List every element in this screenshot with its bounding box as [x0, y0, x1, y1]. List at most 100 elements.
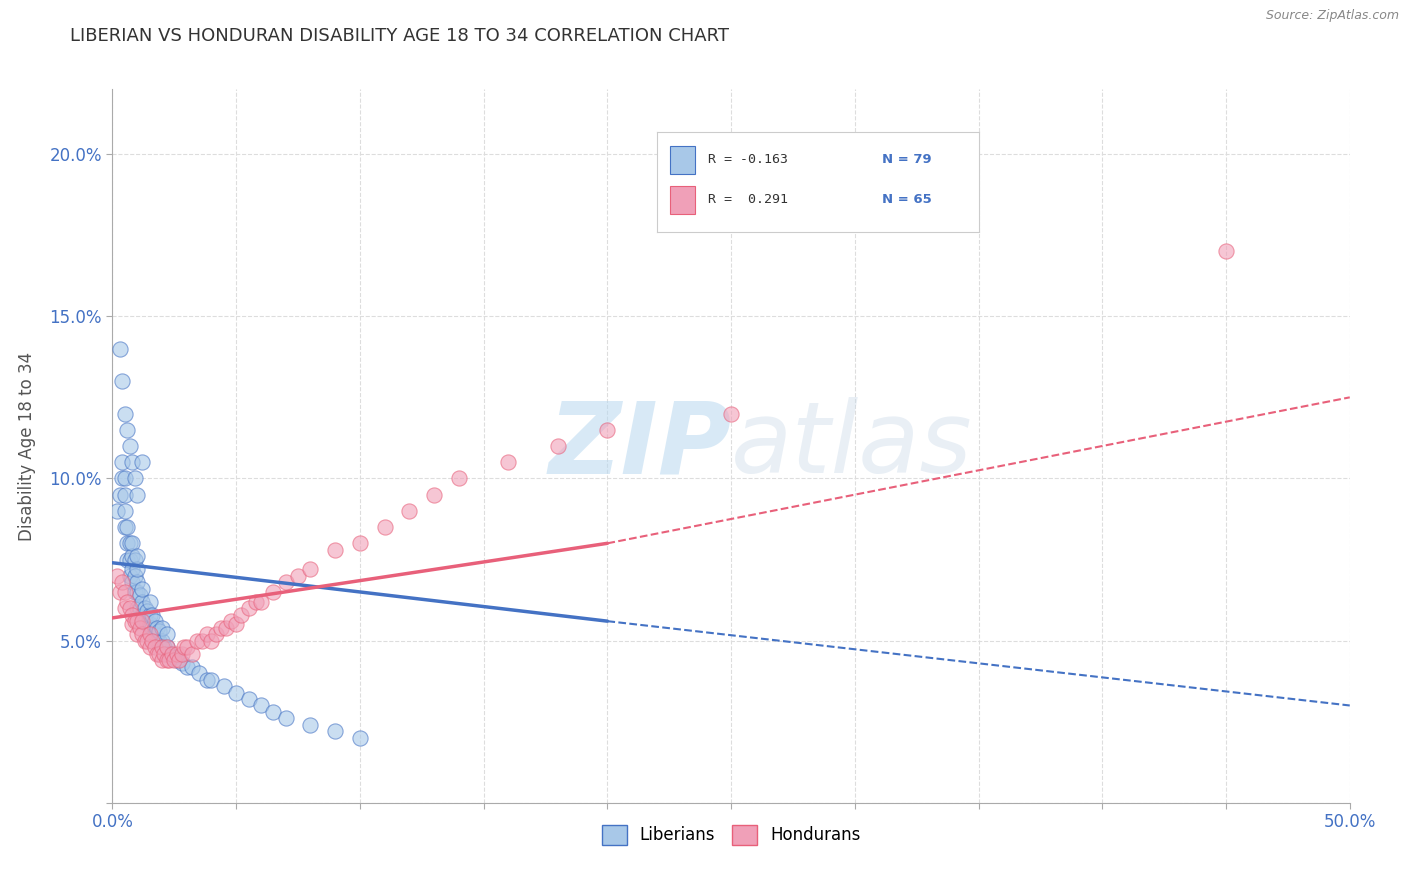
- Point: [131, 627, 153, 641]
- Point: [163, 649, 186, 664]
- Point: [148, 624, 170, 638]
- Point: [127, 488, 149, 502]
- Point: [127, 601, 149, 615]
- Point: [274, 575, 297, 590]
- Point: [209, 621, 232, 635]
- Point: [274, 711, 297, 725]
- Point: [124, 614, 146, 628]
- Point: [188, 666, 211, 681]
- Point: [118, 536, 141, 550]
- Point: [138, 627, 160, 641]
- Point: [111, 471, 134, 485]
- Point: [114, 471, 136, 485]
- Point: [138, 640, 160, 654]
- Point: [498, 455, 520, 469]
- Point: [111, 374, 134, 388]
- Point: [127, 585, 149, 599]
- Point: [156, 627, 179, 641]
- Point: [398, 504, 420, 518]
- Point: [128, 588, 150, 602]
- Point: [143, 614, 166, 628]
- Point: [186, 633, 208, 648]
- Point: [153, 640, 176, 654]
- Point: [166, 647, 188, 661]
- Point: [121, 536, 143, 550]
- Point: [349, 731, 371, 745]
- Point: [127, 627, 149, 641]
- Point: [169, 653, 191, 667]
- Point: [195, 627, 218, 641]
- Text: atlas: atlas: [731, 398, 973, 494]
- Point: [180, 659, 202, 673]
- Point: [114, 504, 136, 518]
- Point: [150, 640, 173, 654]
- Point: [190, 633, 212, 648]
- Point: [141, 621, 163, 635]
- Point: [225, 617, 247, 632]
- Point: [176, 659, 198, 673]
- Point: [121, 617, 143, 632]
- Point: [219, 614, 242, 628]
- Point: [212, 679, 235, 693]
- Point: [117, 595, 139, 609]
- Point: [134, 633, 156, 648]
- Point: [163, 653, 186, 667]
- Point: [108, 342, 131, 356]
- Point: [423, 488, 446, 502]
- Point: [150, 633, 173, 648]
- Text: LIBERIAN VS HONDURAN DISABILITY AGE 18 TO 34 CORRELATION CHART: LIBERIAN VS HONDURAN DISABILITY AGE 18 T…: [70, 27, 730, 45]
- Point: [157, 647, 180, 661]
- Point: [124, 552, 146, 566]
- Point: [596, 423, 619, 437]
- Point: [349, 536, 371, 550]
- Text: ZIP: ZIP: [548, 398, 731, 494]
- Point: [136, 604, 159, 618]
- Point: [117, 536, 139, 550]
- Point: [225, 685, 247, 699]
- Point: [114, 601, 136, 615]
- Point: [141, 607, 163, 622]
- Point: [131, 582, 153, 596]
- Point: [215, 621, 238, 635]
- Point: [117, 552, 139, 566]
- Point: [245, 595, 267, 609]
- Point: [146, 621, 169, 635]
- Point: [118, 439, 141, 453]
- Point: [117, 423, 139, 437]
- Point: [124, 568, 146, 582]
- Point: [111, 575, 134, 590]
- Point: [131, 455, 153, 469]
- Point: [180, 647, 202, 661]
- Point: [114, 407, 136, 421]
- Point: [238, 692, 260, 706]
- Point: [156, 640, 179, 654]
- Text: Source: ZipAtlas.com: Source: ZipAtlas.com: [1265, 9, 1399, 22]
- Point: [156, 640, 179, 654]
- Point: [200, 633, 222, 648]
- Point: [128, 621, 150, 635]
- Point: [121, 455, 143, 469]
- Point: [146, 647, 169, 661]
- Point: [146, 633, 169, 648]
- Point: [118, 568, 141, 582]
- Point: [195, 673, 218, 687]
- Point: [160, 647, 183, 661]
- Point: [157, 653, 180, 667]
- Point: [148, 633, 170, 648]
- Point: [111, 455, 134, 469]
- Point: [121, 549, 143, 564]
- Point: [128, 601, 150, 615]
- Point: [141, 633, 163, 648]
- Point: [121, 607, 143, 622]
- Point: [170, 657, 193, 671]
- Point: [238, 601, 260, 615]
- Point: [153, 647, 176, 661]
- Point: [118, 552, 141, 566]
- Legend: Liberians, Hondurans: Liberians, Hondurans: [595, 818, 868, 852]
- Point: [131, 595, 153, 609]
- Point: [138, 595, 160, 609]
- Point: [447, 471, 470, 485]
- Point: [287, 568, 309, 582]
- Point: [547, 439, 569, 453]
- Point: [150, 653, 173, 667]
